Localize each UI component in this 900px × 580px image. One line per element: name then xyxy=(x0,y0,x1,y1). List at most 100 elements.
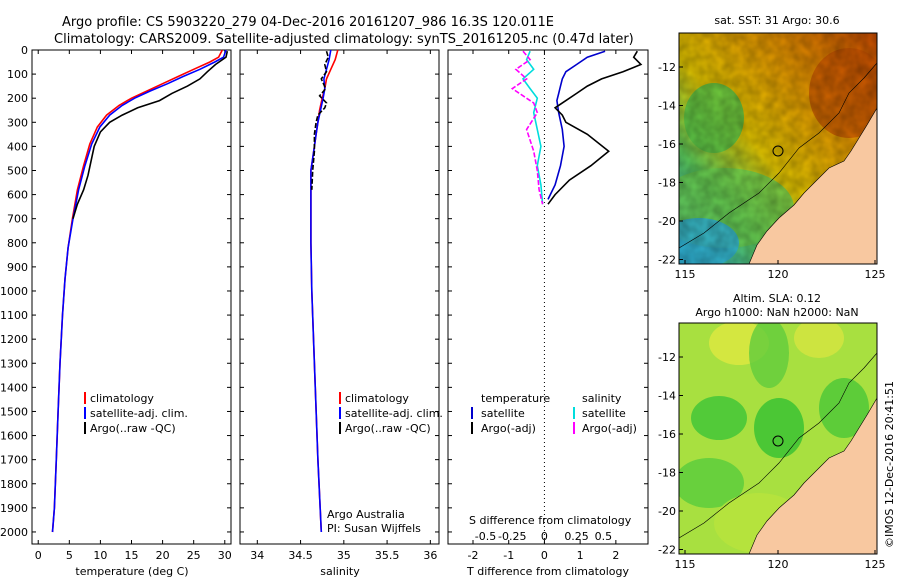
map-y-tick-label: -16 xyxy=(658,138,676,151)
y-tick-label: 1600 xyxy=(0,430,28,443)
difference-xlabel: T difference from climatology xyxy=(466,565,629,578)
temperature-chart: 0100200300400500600700800900100011001200… xyxy=(0,44,232,562)
x-tick-label: 34.5 xyxy=(288,549,313,562)
salinity-chart: 34 34.5 35 35.5 36 xyxy=(240,49,439,562)
legend-label-temp-argo: Argo(-adj) xyxy=(481,422,536,435)
sla-high-patch xyxy=(794,323,844,358)
series-line-climatology xyxy=(51,49,224,533)
y-tick-label: 1800 xyxy=(0,478,28,491)
y-tick-label: 0 xyxy=(21,44,28,57)
x-tick-label: 34 xyxy=(250,549,264,562)
salinity-plot-frame xyxy=(239,49,440,545)
series-line-temperature-argo-adj- xyxy=(547,50,643,205)
x-tick-label: 5 xyxy=(66,549,73,562)
y-tick-label: 400 xyxy=(7,140,28,153)
map-x-tick-label: 125 xyxy=(865,268,886,281)
series-line-argo-raw-qc- xyxy=(311,50,330,190)
legend-label-climatology: climatology xyxy=(90,392,154,405)
difference-plot-frame xyxy=(447,49,649,545)
argo-position-marker-sla xyxy=(772,435,784,447)
temperature-xlabel: temperature (deg C) xyxy=(75,565,188,578)
map-y-tick-label: -14 xyxy=(658,390,676,403)
header-line2: Climatology: CARS2009. Satellite-adjuste… xyxy=(54,32,634,47)
difference-chart: -2 -1 0 1 2 -0.5 -0.25 0 0.25 0.5 xyxy=(448,49,648,562)
sst-map-ticks: 115 120 125 -12 -14 -16 -18 -20 -22 xyxy=(658,61,885,281)
x-tick-label: 20 xyxy=(156,549,170,562)
y-tick-label: 1100 xyxy=(0,309,28,322)
map-y-tick-label: -18 xyxy=(658,177,676,190)
map-y-tick-label: -20 xyxy=(658,505,676,518)
x-tick-label: 15 xyxy=(125,549,139,562)
sst-map-image xyxy=(679,33,877,264)
y-tick-label: 1700 xyxy=(0,454,28,467)
x-tick-label: 0 xyxy=(35,549,42,562)
map-y-tick-label: -18 xyxy=(658,467,676,480)
series-line-salinity-satellite xyxy=(521,50,544,205)
legend-label-satellite: satellite-adj. clim. xyxy=(90,407,188,420)
x-tick-label: 36 xyxy=(423,549,437,562)
legend-label-sal-argo: Argo(-adj) xyxy=(582,422,637,435)
series-line-satellite-adj-clim- xyxy=(310,49,332,533)
sla-map-ticks: 115 120 125 -12 -14 -16 -18 -20 -22 xyxy=(658,351,885,571)
x-tick-label: 2 xyxy=(612,549,619,562)
sla-low-patch xyxy=(819,378,869,438)
x-tick-label: 35 xyxy=(337,549,351,562)
y-tick-label: 200 xyxy=(7,92,28,105)
sla-contour xyxy=(679,352,877,539)
sla-map-image xyxy=(679,323,877,554)
salinity-legend: climatology satellite-adj. clim. Argo(..… xyxy=(327,392,443,535)
series-line-temperature-satellite xyxy=(547,50,606,200)
y-tick-label: 500 xyxy=(7,164,28,177)
y-tick-label: 1200 xyxy=(0,333,28,346)
s-tick-label: -0.25 xyxy=(498,530,526,543)
sst-map-title: sat. SST: 31 Argo: 30.6 xyxy=(714,14,839,27)
sst-contour xyxy=(679,62,877,249)
temperature-legend: climatology satellite-adj. clim. Argo(..… xyxy=(84,392,188,435)
s-tick-label: 0.5 xyxy=(595,530,613,543)
map-x-tick-label: 120 xyxy=(768,558,789,571)
sla-low-patch xyxy=(749,323,789,388)
legend-label-sal-satellite: satellite xyxy=(582,407,626,420)
header-line1: Argo profile: CS 5903220_279 04-Dec-2016… xyxy=(62,15,554,30)
sla-low-patch xyxy=(754,398,804,458)
sla-map-title2: Argo h1000: NaN h2000: NaN xyxy=(695,306,858,319)
map-y-tick-label: -14 xyxy=(658,100,676,113)
x-tick-label: 0 xyxy=(541,549,548,562)
y-tick-label: 100 xyxy=(7,68,28,81)
imos-credit: ©IMOS 12-Dec-2016 20:41:51 xyxy=(883,381,896,548)
s-tick-label: 0 xyxy=(541,530,548,543)
x-tick-label: 1 xyxy=(577,549,584,562)
legend-label-temp-satellite: satellite xyxy=(481,407,525,420)
series-line-climatology xyxy=(310,49,339,533)
legend-title-temperature: temperature xyxy=(481,392,550,405)
map-y-tick-label: -12 xyxy=(658,61,676,74)
difference-legend: temperature satellite Argo(-adj) salinit… xyxy=(469,392,637,527)
s-tick-label: -0.5 xyxy=(475,530,496,543)
map-y-tick-label: -16 xyxy=(658,428,676,441)
temperature-plot-frame xyxy=(31,49,232,545)
argo-position-marker-sst xyxy=(772,145,784,157)
y-tick-label: 800 xyxy=(7,237,28,250)
legend-label-climatology: climatology xyxy=(345,392,409,405)
series-line-salinity-argo-adj- xyxy=(510,50,544,205)
y-tick-label: 700 xyxy=(7,213,28,226)
y-tick-label: 1400 xyxy=(0,381,28,394)
x-tick-label: 25 xyxy=(187,549,201,562)
sla-map-title1: Altim. SLA: 0.12 xyxy=(733,292,821,305)
sst-land xyxy=(748,107,877,264)
y-tick-label: 1500 xyxy=(0,405,28,418)
map-y-tick-label: -20 xyxy=(658,215,676,228)
map-x-tick-label: 115 xyxy=(675,268,696,281)
y-tick-label: 300 xyxy=(7,116,28,129)
legend-label-argo: Argo(..raw -QC) xyxy=(345,422,431,435)
y-tick-label: 1300 xyxy=(0,357,28,370)
s-tick-label: 0.25 xyxy=(564,530,589,543)
x-tick-label: 30 xyxy=(218,549,232,562)
map-y-tick-label: -12 xyxy=(658,351,676,364)
sla-low-patch xyxy=(691,396,747,440)
map-x-tick-label: 125 xyxy=(865,558,886,571)
annotation-pi: PI: Susan Wijffels xyxy=(327,522,421,535)
annotation-argo-australia: Argo Australia xyxy=(327,508,405,521)
salinity-xlabel: salinity xyxy=(320,565,360,578)
y-tick-label: 1000 xyxy=(0,285,28,298)
